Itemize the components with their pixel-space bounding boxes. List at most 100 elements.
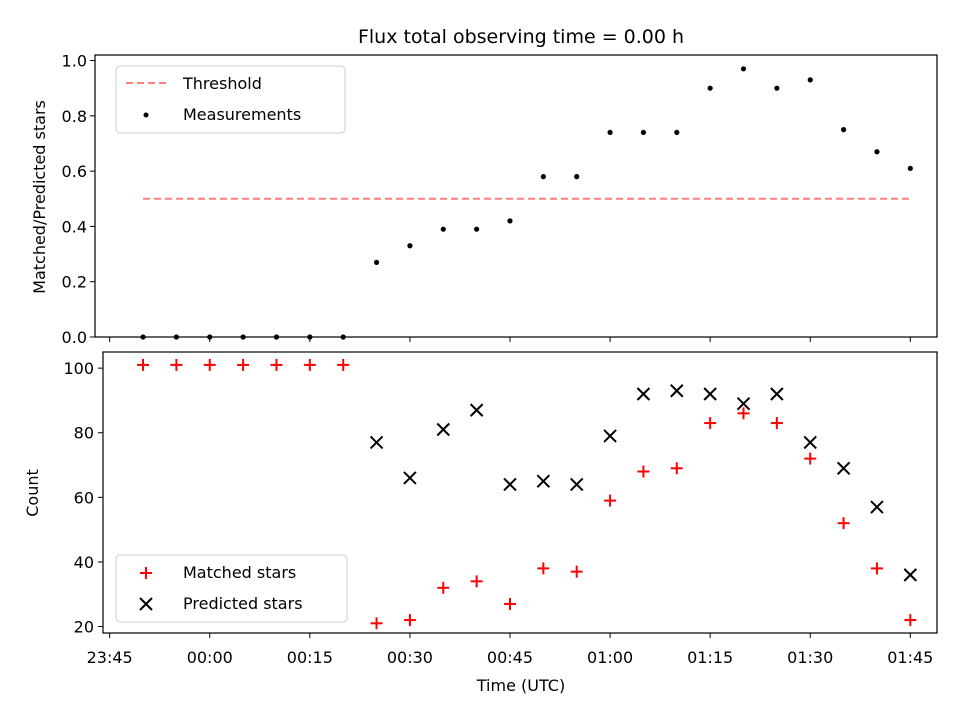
predicted-star-mark [536, 474, 551, 488]
predicted-star-mark [436, 422, 450, 437]
bottom-y-axis-label: Count [23, 469, 42, 517]
predicted-star-point [536, 474, 551, 488]
predicted-star-mark [803, 435, 817, 450]
matched-star-point [403, 614, 416, 627]
matched-star-point [337, 358, 350, 371]
top-legend: Threshold Measurements [115, 65, 346, 134]
predicted-star-mark [636, 387, 651, 401]
matched-star-point [704, 417, 717, 430]
predicted-star-point [570, 477, 584, 492]
top-y-tick-label: 0.2 [62, 273, 87, 292]
x-tick-label: 01:15 [687, 648, 733, 667]
bottom-panel: Count Time (UTC) 20 40 60 80 100 23:45 00:00 0… [23, 351, 938, 695]
bottom-plot-area [137, 358, 918, 630]
matched-star-point [670, 462, 683, 475]
measurement-point [640, 129, 647, 136]
bottom-y-axis: 20 40 60 80 100 [63, 359, 103, 637]
top-y-tick-label: 0.6 [62, 162, 87, 181]
matched-star-point [570, 565, 583, 578]
predicted-star-mark [903, 568, 918, 582]
measurement-point [707, 85, 713, 91]
top-x-axis [109, 337, 911, 342]
matched-star-point [237, 358, 250, 371]
matched-star-point [503, 597, 516, 610]
predicted-star-point [403, 471, 417, 485]
chart-title: Flux total observing time = 0.00 h [358, 26, 684, 48]
matched-legend-swatch [140, 567, 152, 579]
predicted-star-point [469, 403, 484, 417]
measurement-point [440, 226, 446, 232]
top-y-tick-label: 1.0 [62, 52, 87, 71]
x-tick-label: 01:30 [787, 648, 833, 667]
matched-star-point [770, 417, 783, 430]
bottom-y-tick-label: 80 [74, 424, 94, 443]
matched-star-point [837, 517, 850, 530]
bottom-legend: Matched stars Predicted stars [115, 554, 348, 623]
top-y-axis: 0.0 0.2 0.4 0.6 0.8 1.0 [62, 52, 95, 347]
measurement-point [840, 127, 847, 133]
predicted-star-point [836, 461, 851, 475]
measurement-point [407, 243, 413, 249]
x-tick-label: 01:00 [587, 648, 633, 667]
predicted-star-point [636, 387, 651, 401]
matched-star-point [870, 562, 883, 575]
predicted-star-point [870, 500, 884, 514]
predicted-star-mark [736, 396, 751, 411]
matched-star-point [370, 617, 383, 630]
measurement-point [774, 85, 780, 91]
predicted-star-point [369, 435, 384, 450]
predicted-star-point [436, 422, 450, 437]
measurements-legend-swatch [143, 112, 149, 118]
bottom-y-tick-label: 40 [74, 553, 94, 572]
matched-star-point [604, 494, 617, 507]
predicted-star-mark [670, 384, 684, 398]
predicted-legend-swatch [139, 597, 153, 611]
predicted-star-mark [836, 461, 851, 475]
matched-star-point [804, 452, 817, 465]
predicted-star-point [503, 477, 517, 492]
predicted-star-mark [570, 477, 584, 492]
top-y-tick-label: 0.8 [62, 107, 87, 126]
top-y-axis-label: Matched/Predicted stars [30, 100, 49, 294]
matched-star-point [904, 614, 917, 627]
matched-legend-label: Matched stars [183, 563, 296, 582]
measurement-point [574, 174, 580, 180]
predicted-star-point [670, 384, 684, 398]
predicted-star-point [703, 387, 717, 401]
top-y-tick-label: 0.0 [62, 328, 87, 347]
predicted-star-mark [469, 403, 484, 417]
bottom-legend-box [115, 554, 348, 623]
measurement-point [807, 77, 813, 83]
matched-star-point [203, 358, 216, 371]
measurements-legend-label: Measurements [183, 105, 301, 124]
predicted-star-point [603, 429, 617, 443]
predicted-star-mark [703, 387, 717, 401]
measurement-point [474, 226, 480, 232]
predicted-star-point [903, 568, 918, 582]
predicted-star-point [770, 387, 784, 401]
predicted-star-point [736, 396, 751, 411]
matched-star-point [170, 358, 183, 371]
bottom-axes-frame [102, 351, 938, 634]
predicted-star-mark [603, 429, 617, 443]
measurement-point [540, 174, 546, 180]
x-tick-label: 00:45 [487, 648, 533, 667]
bottom-y-tick-label: 20 [74, 618, 94, 637]
top-axes-frame [94, 54, 938, 338]
measurement-point [907, 165, 913, 171]
matched-star-point [437, 581, 450, 594]
measurement-point [607, 129, 613, 136]
predicted-star-mark [369, 435, 384, 450]
top-y-tick-label: 0.4 [62, 217, 87, 236]
matched-star-point [270, 358, 283, 371]
matched-star-point [537, 562, 550, 575]
x-tick-label: 00:15 [287, 648, 333, 667]
measurement-point [507, 218, 513, 224]
x-tick-label: 01:45 [887, 648, 933, 667]
matched-star-point [137, 358, 150, 371]
bottom-x-axis: 23:45 00:00 00:15 00:30 00:45 01:00 01:15 01:30… [87, 633, 933, 667]
matched-star-point [737, 407, 750, 420]
predicted-star-mark [870, 500, 884, 514]
predicted-legend-label: Predicted stars [183, 594, 303, 613]
measurement-point [874, 149, 880, 155]
